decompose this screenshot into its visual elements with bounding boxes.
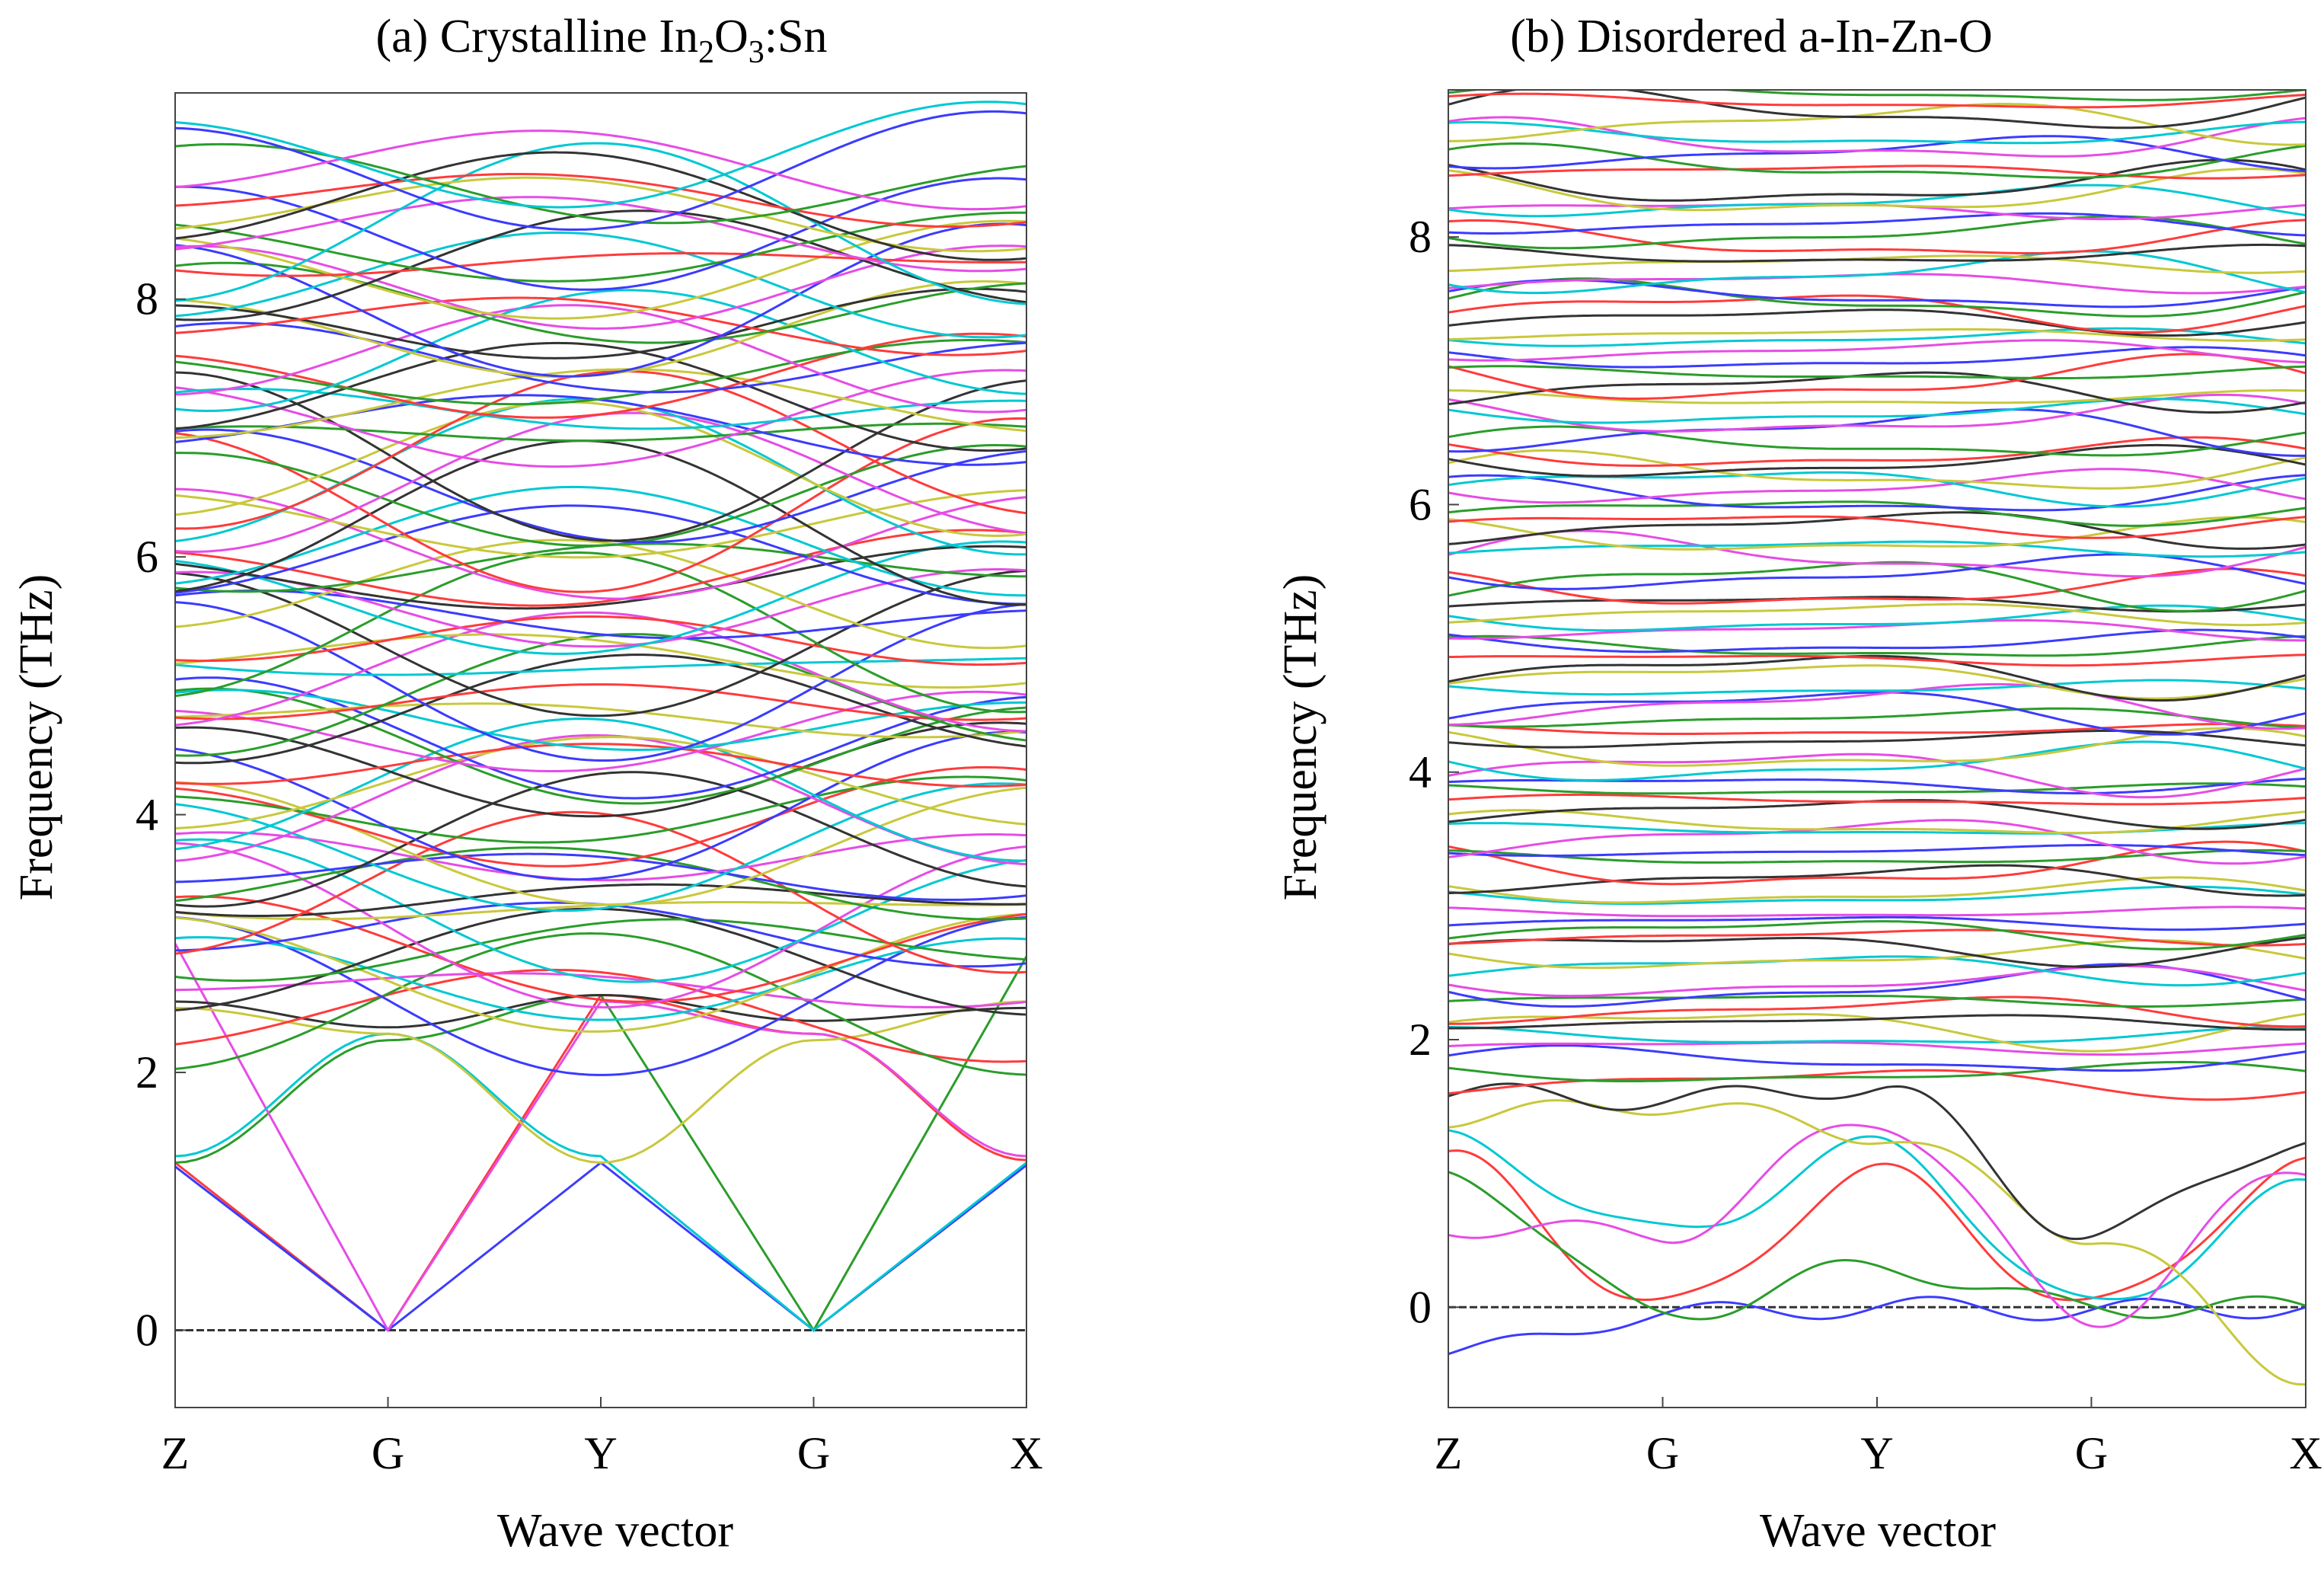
panel-b-y-tick-label: 2 [1409,1015,1432,1065]
panel-b-series-group [1448,83,2306,1385]
panel-b-branch-2 [1448,1046,2306,1071]
panel-a-x-tick-label: G [372,1428,404,1478]
panel-b-x-tick-label: Z [1435,1428,1463,1478]
panel-b-branch-97 [1448,85,2306,127]
panel-a-y-axis-label: Frequency (THz) [11,574,62,901]
panel-b-title: (b) Disordered a-In-Zn-O [1510,11,1993,62]
panel-b-x-tick-label: X [2289,1428,2322,1478]
panel-a-branch-low-3 [175,944,1026,1331]
panel-b-branch-4 [1448,1027,2306,1043]
panel-a-branch-39 [175,658,1026,675]
panel-b-branch-7 [1448,997,2306,1027]
panel-b-branch-73 [1448,340,2306,363]
panel-b-branch-low-6 [1448,1084,2306,1239]
panel-b-branch-low-0 [1448,1297,2306,1354]
panel-b-disordered: (b) Disordered a-In-Zn-O 0 2 4 6 8 Z G Y G X Wave… [1275,11,2322,1557]
panel-a-branch-16 [175,854,1026,900]
panel-a-x-tick-label: G [797,1428,830,1478]
panel-b-branch-low-5 [1448,1101,2306,1385]
panel-b-branch-71 [1448,366,2306,379]
panel-b-x-tick-label: G [1646,1428,1679,1478]
panel-a-x-tick-label: Z [161,1428,190,1478]
panel-b-branch-61 [1448,450,2306,488]
panel-a-x-axis-label: Wave vector [497,1505,733,1557]
panel-a-branch-31 [175,692,1026,771]
panel-b-y-axis-label: Frequency (THz) [1275,574,1326,901]
panel-a-y-tick-label: 8 [136,274,158,324]
panel-b-branch-99 [1448,83,2306,101]
panel-a-branch-28 [175,744,1026,787]
panel-b-y-tick-label: 4 [1409,747,1432,797]
panel-a-crystalline: (a) Crystalline In2O3:Sn 0 2 4 6 8 Z G Y G X Wave… [11,11,1043,1557]
panel-a-x-tick-label: X [1010,1428,1042,1478]
panel-a-y-tick-label: 2 [136,1047,158,1098]
panel-a-series-group [175,102,1026,1331]
panel-b-branch-89 [1448,169,2306,210]
panel-b-branch-52 [1448,531,2306,577]
panel-b-branch-15 [1448,922,2306,950]
panel-b-branch-20 [1448,865,2306,896]
panel-b-plot-frame [1448,90,2306,1408]
panel-a-branch-low-2 [175,957,1026,1331]
panel-a-branch-76 [175,289,1026,358]
panel-a-y-tick-label: 0 [136,1305,158,1355]
panel-a-x-tick-label: Y [584,1428,617,1478]
panel-b-x-tick-label: G [2075,1428,2108,1478]
panel-b-branch-17 [1448,907,2306,916]
panel-a-y-tick-label: 4 [136,790,158,840]
panel-a-branch-74 [175,290,1026,411]
panel-b-branch-50 [1448,562,2306,611]
panel-b-branch-47 [1448,604,2306,625]
panel-b-branch-low-2 [1448,1130,2306,1299]
panel-b-branch-14 [1448,930,2306,945]
panel-b-branch-19 [1448,877,2306,903]
panel-b-branch-0 [1448,1070,2306,1100]
panel-a-branch-66 [175,370,1026,467]
panel-b-branch-low-4 [1448,1125,2306,1327]
panel-a-y-tick-label: 6 [136,532,158,582]
panel-b-branch-88 [1448,185,2306,216]
panel-b-y-tick-label: 0 [1409,1282,1432,1332]
panel-b-y-tick-label: 6 [1409,479,1432,529]
panel-b-branch-43 [1448,636,2306,656]
panel-a-branch-low-1 [175,1163,1026,1331]
panel-b-branch-82 [1448,256,2306,273]
panel-a-title: (a) Crystalline In2O3:Sn [375,11,827,70]
panel-b-branch-3 [1448,1043,2306,1055]
panel-b-branch-56 [1448,516,2306,538]
panel-b-x-axis-label: Wave vector [1760,1505,1996,1557]
panel-b-branch-69 [1448,372,2306,412]
panel-b-x-tick-label: Y [1860,1428,1893,1478]
panel-b-y-tick-label: 8 [1409,212,1432,262]
